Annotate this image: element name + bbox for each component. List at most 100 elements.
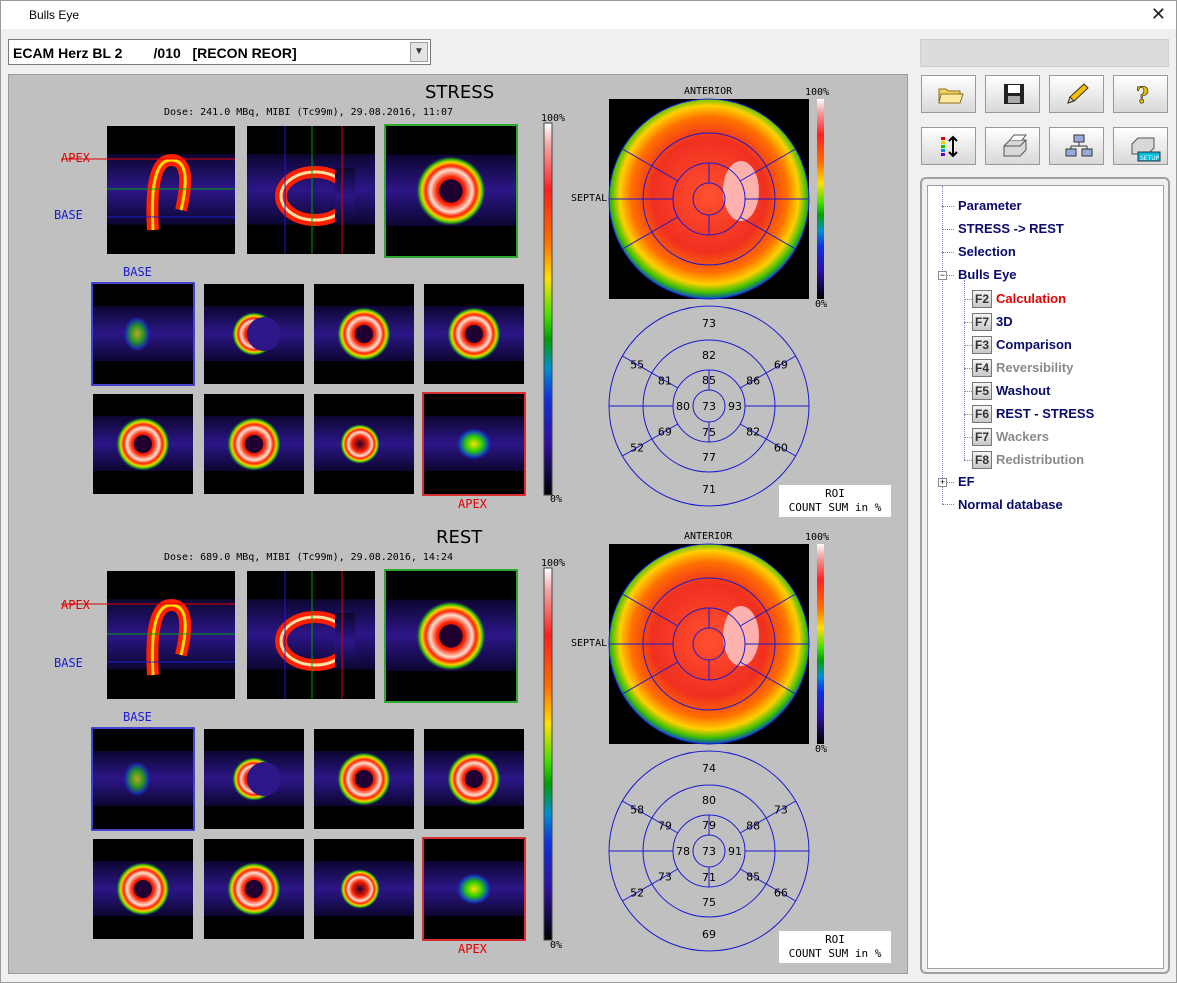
tree-item-redistribution: Redistribution: [996, 452, 1085, 467]
print-icon: [1003, 134, 1028, 157]
slice-image[interactable]: [93, 839, 193, 939]
segment-outer-value: 71: [702, 483, 716, 496]
slice-image[interactable]: [422, 837, 526, 941]
slice-image[interactable]: [314, 839, 414, 939]
tree-item-rest-stress[interactable]: REST - STRESS: [996, 406, 1095, 421]
window-title: Bulls Eye: [29, 8, 80, 22]
slice-image[interactable]: [314, 729, 414, 829]
polar-hotspot: [723, 606, 759, 666]
print-setup-button[interactable]: SETUP: [1113, 127, 1168, 165]
slice-image[interactable]: [314, 394, 414, 494]
slice-image[interactable]: [247, 126, 375, 254]
segment-outer-value: 52: [630, 442, 644, 455]
polar-grid-line: [622, 216, 679, 250]
segment-inner-value: 75: [702, 426, 716, 439]
tree-item-bulls-eye[interactable]: Bulls Eye: [958, 267, 1017, 282]
slice-image[interactable]: [204, 394, 304, 494]
segment-mid-value: 79: [658, 820, 672, 833]
tree-item-washout[interactable]: Washout: [996, 383, 1051, 398]
segment-mid-value: 82: [702, 349, 716, 362]
slice-image[interactable]: [424, 284, 524, 384]
segment-mid-value: 69: [658, 426, 672, 439]
slice-image[interactable]: [247, 571, 375, 699]
tree-item-stress-rest[interactable]: STRESS -> REST: [958, 221, 1064, 236]
title-bar: Bulls Eye ✕: [1, 1, 1176, 29]
fkey-badge-f2: F2: [972, 290, 992, 308]
slice-image[interactable]: [107, 126, 235, 254]
stress-polar-min: 0%: [815, 299, 828, 310]
rest-roi-subtitle: COUNT SUM in %: [788, 947, 882, 960]
rest-roi-title: ROI: [825, 933, 845, 946]
slice-image[interactable]: [204, 839, 304, 939]
segment-inner-value: 93: [728, 400, 742, 413]
help-button[interactable]: ?: [1113, 75, 1168, 113]
stress-apex-slice-label: APEX: [458, 497, 487, 511]
tree-item-comparison[interactable]: Comparison: [996, 337, 1072, 352]
slice-image[interactable]: [107, 571, 235, 699]
stress-colorbar-max: 100%: [541, 113, 566, 124]
segment-line: [622, 355, 679, 389]
polar-map[interactable]: [609, 544, 809, 744]
slice-image[interactable]: [91, 727, 195, 831]
tree-item-3d[interactable]: 3D: [996, 314, 1013, 329]
study-dropdown[interactable]: ECAM Herz BL 2 /010 [RECON REOR] ▼: [8, 39, 431, 65]
rest-base-label: BASE: [54, 656, 83, 670]
tree-item-parameter[interactable]: Parameter: [958, 198, 1022, 213]
image-panel: 73 69 60 71 52 55 82 86 82 77 69 81 85 93 75 80 73 74 73 66…: [8, 74, 908, 974]
segment-outer-value: 69: [774, 359, 788, 372]
fkey-badge-f6: F6: [972, 405, 992, 423]
slice-image[interactable]: [422, 392, 526, 496]
network-button[interactable]: [1049, 127, 1104, 165]
tree-item-normal-database[interactable]: Normal database: [958, 497, 1063, 512]
polar-map[interactable]: [609, 99, 809, 299]
slice-image[interactable]: [93, 394, 193, 494]
rest-apex-slice-label: APEX: [458, 942, 487, 956]
slice-image[interactable]: [204, 729, 304, 829]
segment-mid-value: 75: [702, 896, 716, 909]
segment-line: [739, 868, 796, 902]
slice-image[interactable]: [384, 124, 518, 258]
segment-line: [739, 355, 796, 389]
segment-outer-value: 73: [774, 804, 788, 817]
segment-line: [739, 800, 796, 834]
close-icon[interactable]: ✕: [1150, 4, 1166, 24]
stress-dose: Dose: 241.0 MBq, MIBI (Tc99m), 29.08.201…: [164, 107, 453, 118]
open-button[interactable]: [921, 75, 976, 113]
stress-anterior-label: ANTERIOR: [684, 86, 733, 97]
colorbar: [543, 122, 553, 496]
slice-image[interactable]: [314, 284, 414, 384]
segment-inner-value: 79: [702, 819, 716, 832]
rest-apex-label: APEX: [61, 598, 90, 612]
fkey-badge-f3: F3: [972, 336, 992, 354]
segment-outer-value: 74: [702, 762, 716, 775]
save-button[interactable]: [985, 75, 1040, 113]
svg-text:SETUP: SETUP: [1140, 155, 1160, 162]
tree-item-calculation[interactable]: Calculation: [996, 291, 1067, 306]
tree-item-selection[interactable]: Selection: [958, 244, 1016, 259]
edit-button[interactable]: [1049, 75, 1104, 113]
segment-mid-value: 73: [658, 871, 672, 884]
segment-mid-value: 80: [702, 794, 716, 807]
print-button[interactable]: [985, 127, 1040, 165]
colormap-button[interactable]: [921, 127, 976, 165]
polar-grid-line: [622, 661, 679, 695]
slice-image[interactable]: [424, 729, 524, 829]
chevron-down-icon[interactable]: ▼: [410, 42, 428, 62]
collapse-icon[interactable]: −: [938, 270, 947, 280]
polar-grid-line: [622, 593, 679, 627]
segment-inner-value: 71: [702, 871, 716, 884]
polar-colorbar: [817, 544, 824, 744]
tree-item-reversibility: Reversibility: [996, 360, 1074, 375]
save-disk-icon: [1004, 84, 1024, 104]
slice-image[interactable]: [384, 569, 518, 703]
rest-title: REST: [436, 527, 483, 548]
segment-mid-value: 82: [746, 426, 760, 439]
tree-item-ef[interactable]: EF: [958, 474, 975, 489]
pencil-edit-icon: [1067, 83, 1089, 104]
segment-mid-value: 88: [746, 820, 760, 833]
expand-icon[interactable]: +: [938, 477, 947, 487]
slice-image[interactable]: [204, 284, 304, 384]
polar-hotspot: [723, 161, 759, 221]
slice-image[interactable]: [91, 282, 195, 386]
polar-grid-line: [739, 216, 796, 250]
